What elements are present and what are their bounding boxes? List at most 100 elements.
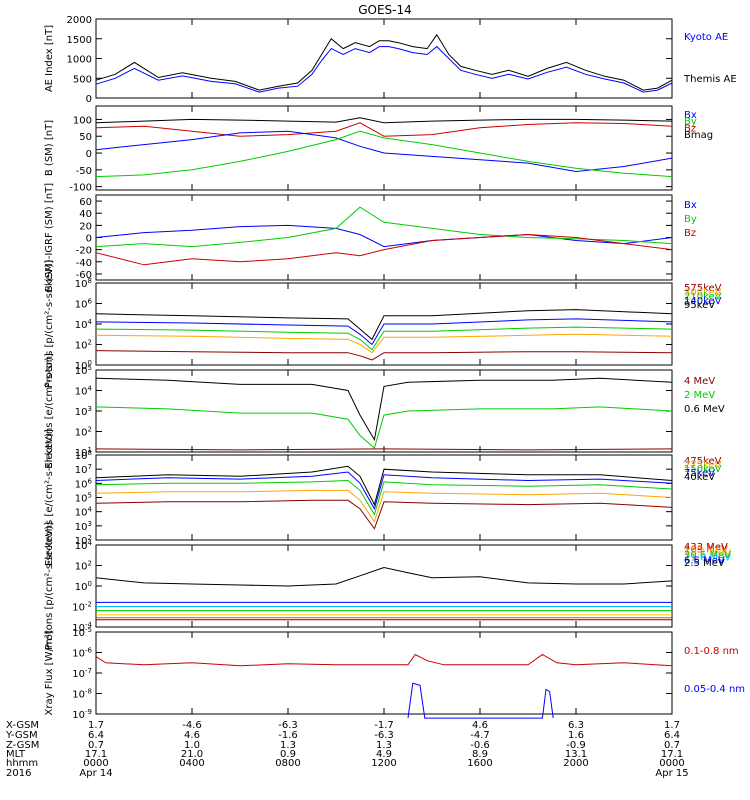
ephemeris-value: 1.7: [88, 720, 104, 731]
y-tick-label: -40: [76, 258, 92, 269]
panel-frame: [95, 454, 673, 541]
series-4-mev: [95, 448, 673, 451]
legend-entry: 433 MeV: [684, 542, 728, 553]
y-axis-label: Xray Flux [W/m²]: [44, 630, 55, 715]
legend-entry: 11.6 MeV: [684, 553, 731, 564]
legend-entry: Bmag: [684, 130, 713, 141]
ephemeris-value: 1200: [371, 758, 396, 769]
legend-entry: By: [684, 214, 697, 225]
legend-entry: 165 MeV: [684, 545, 728, 556]
y-tick-label: 104: [75, 506, 93, 519]
y-tick-label: 500: [73, 74, 92, 85]
panel-frame: [95, 18, 673, 99]
y-tick-label: 10-2: [72, 601, 92, 614]
ephemeris-value: -4.7: [470, 730, 490, 741]
series-95kev: [95, 309, 673, 341]
y-tick-label: 10-6: [72, 647, 92, 660]
ephemeris-value: 4.6: [472, 720, 488, 731]
y-tick-label: -60: [76, 270, 92, 281]
y-tick-label: 106: [75, 477, 93, 490]
ephemeris-value: -1.7: [374, 720, 394, 731]
ephemeris-value: -0.9: [566, 740, 586, 751]
y-tick-label: 107: [75, 463, 92, 476]
legend-entry: 150keV: [684, 464, 722, 475]
y-tick-label: 2000: [67, 15, 92, 26]
y-tick-label: 104: [75, 539, 93, 552]
legend-entry: 0.1-0.8 nm: [684, 646, 739, 657]
ephemeris-value: 0.7: [88, 740, 104, 751]
series-bx: [95, 224, 673, 248]
ephemeris-value: 1.3: [376, 740, 392, 751]
ephemeris-value: 17.1: [661, 749, 683, 760]
y-tick-label: 0: [86, 234, 92, 245]
ephemeris-value: 13.1: [565, 749, 587, 760]
series-bz: [95, 233, 673, 266]
series-300kev: [95, 333, 673, 354]
y-tick-label: 0: [86, 149, 92, 160]
panel-frame: [95, 194, 673, 281]
legend-entry: 6.5 MeV: [684, 555, 725, 566]
ephemeris-row-label: 2016: [6, 768, 31, 779]
panel-1: 0 500 1000 1500 2000 AE Index [nT] Kyoto AE The…: [44, 15, 737, 105]
series-0-1-0-8-nm: [95, 653, 673, 667]
ephemeris-value: 0.9: [280, 749, 296, 760]
y-tick-label: 10-5: [72, 626, 92, 639]
ephemeris-value: 1.6: [568, 730, 584, 741]
legend-entry: 210keV: [684, 292, 722, 303]
legend-entry: 40keV: [684, 472, 715, 483]
legend-entry: 475keV: [684, 456, 722, 467]
series-75kev: [95, 471, 673, 511]
ephemeris-row-label: Y-GSM: [5, 730, 38, 741]
ephemeris-value: -4.6: [182, 720, 202, 731]
legend-entry: Bz: [684, 228, 696, 239]
y-tick-label: 40: [79, 209, 92, 220]
series-by: [95, 130, 673, 178]
series-210kev: [95, 326, 673, 351]
y-tick-label: 50: [79, 132, 92, 143]
series-140kev: [95, 318, 673, 346]
y-tick-label: 103: [75, 520, 92, 533]
y-tick-label: -100: [69, 183, 92, 194]
series-150kev: [95, 479, 673, 516]
ephemeris-value: 0000: [83, 758, 108, 769]
ephemeris-value: Apr 15: [655, 768, 688, 779]
ephemeris-value: 4.9: [376, 749, 392, 760]
ephemeris-value: 0400: [179, 758, 204, 769]
legend-entry: Themis AE: [683, 74, 737, 85]
legend-entry: 63.1 MeV: [684, 547, 731, 558]
legend-entry: 95keV: [684, 300, 715, 311]
y-axis-label: AE Index [nT]: [44, 25, 55, 92]
panel-frame: [95, 105, 673, 191]
y-tick-label: 60: [79, 197, 92, 208]
legend-entry: 4 MeV: [684, 376, 715, 387]
ephemeris-value: 8.9: [472, 749, 488, 760]
legend-entry: 140keV: [684, 296, 722, 307]
ephemeris-value: 6.4: [664, 730, 680, 741]
y-tick-label: -50: [76, 166, 92, 177]
legend-entry: Bx: [684, 200, 697, 211]
y-tick-label: 1000: [67, 55, 92, 66]
series-40kev: [95, 465, 673, 506]
panel-frame: [95, 631, 673, 715]
ephemeris-value: -1.6: [278, 730, 298, 741]
legend-entry: 0.05-0.4 nm: [684, 684, 745, 695]
ephemeris-value: 17.1: [85, 749, 107, 760]
ephemeris-value: 1.7: [664, 720, 680, 731]
series-475kev: [95, 499, 673, 530]
ephemeris-row-label: X-GSM: [6, 720, 39, 731]
panel-frame: [95, 369, 673, 453]
ephemeris-value: 1600: [467, 758, 492, 769]
ephemeris-value: 4.6: [184, 730, 200, 741]
series-2-mev: [95, 406, 673, 449]
y-tick-label: 102: [75, 339, 92, 352]
plot-title: GOES-14: [358, 3, 412, 17]
series-0-6-mev: [95, 377, 673, 442]
ephemeris-row-label: hhmm: [6, 758, 38, 769]
y-tick-label: 102: [75, 426, 92, 439]
ephemeris-row-label: Z-GSM: [6, 740, 39, 751]
